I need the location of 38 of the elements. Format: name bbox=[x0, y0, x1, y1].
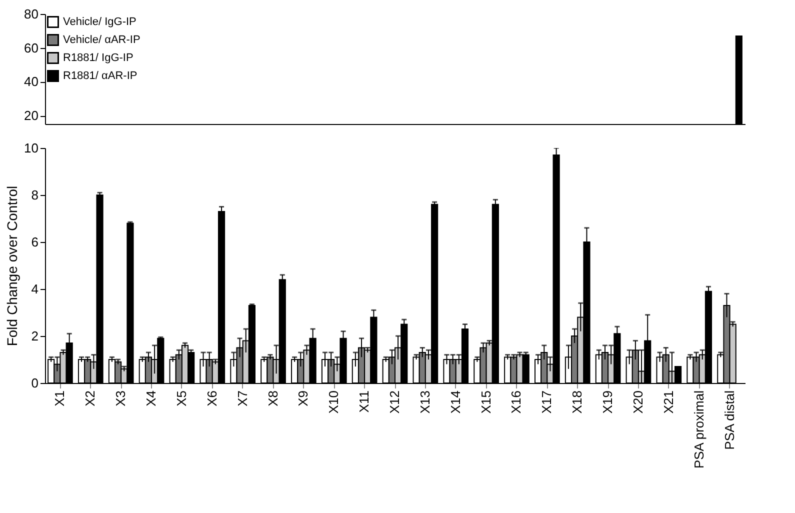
x-tick-label: X7 bbox=[234, 390, 250, 406]
y-tick-label: 0 bbox=[31, 376, 38, 390]
y-axis-title: Fold Change over Control bbox=[4, 186, 20, 346]
x-tick-label: X12 bbox=[387, 390, 402, 414]
x-tick-label: X13 bbox=[417, 390, 432, 414]
y-tick-label: 6 bbox=[31, 234, 38, 250]
x-tick-label: X18 bbox=[570, 390, 585, 414]
x-tick-label: PSA proximal bbox=[691, 390, 706, 469]
x-tick-label: X20 bbox=[630, 390, 646, 414]
y-tick-label: 40 bbox=[24, 74, 38, 90]
x-tick-label: X16 bbox=[508, 390, 524, 414]
y-tick-label: 80 bbox=[24, 6, 38, 22]
x-tick-label: X1 bbox=[52, 390, 68, 406]
y-tick-label: 10 bbox=[24, 140, 38, 156]
x-tick-label: X9 bbox=[296, 390, 311, 406]
x-tick-label: X19 bbox=[600, 390, 616, 414]
x-tick-label: PSA distal bbox=[722, 390, 737, 450]
legend-label: R1881/ IgG-IP bbox=[63, 52, 134, 64]
y-tick-label: 8 bbox=[31, 188, 38, 202]
x-tick-label: X8 bbox=[265, 390, 280, 406]
x-tick-label: X3 bbox=[113, 390, 128, 406]
x-tick-label: X10 bbox=[326, 390, 342, 414]
x-tick-label: X14 bbox=[448, 390, 463, 414]
legend-label: Vehicle/ αAR-IP bbox=[63, 34, 140, 46]
x-tick-label: X11 bbox=[356, 390, 372, 413]
x-tick-label: X15 bbox=[478, 390, 494, 414]
x-tick-label: X21 bbox=[660, 390, 676, 414]
x-tick-label: X6 bbox=[204, 390, 220, 406]
x-tick-label: X5 bbox=[174, 390, 189, 406]
y-tick-label: 20 bbox=[24, 108, 38, 124]
y-tick-label: 4 bbox=[31, 282, 38, 296]
y-tick-label: 60 bbox=[24, 40, 38, 56]
legend-label: Vehicle/ IgG-IP bbox=[63, 16, 136, 28]
x-tick-label: X4 bbox=[144, 390, 159, 406]
x-tick-label: X2 bbox=[82, 390, 98, 406]
x-tick-label: X17 bbox=[539, 390, 554, 414]
y-tick-label: 2 bbox=[31, 328, 38, 344]
legend-label: R1881/ αAR-IP bbox=[63, 70, 138, 82]
